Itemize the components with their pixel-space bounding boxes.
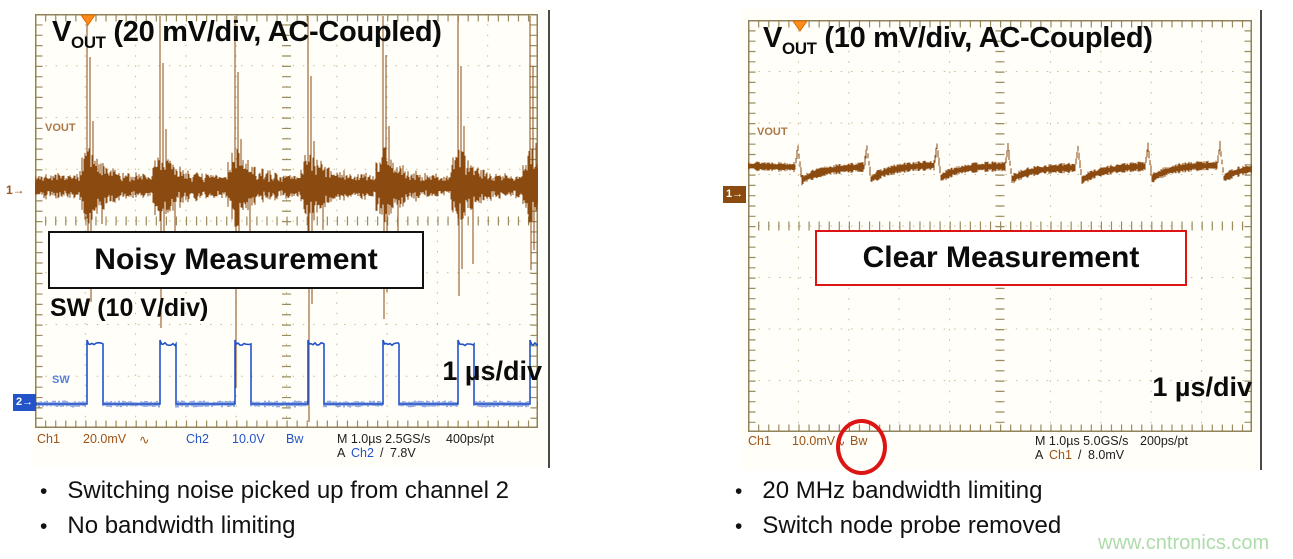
right-vout-trace-label: VOUT — [757, 126, 788, 138]
left-vout-title-rest: (20 mV/div, AC-Coupled) — [105, 16, 442, 48]
left-trigger-level: 7.8V — [390, 446, 416, 460]
left-ch2-scale: 10.0V — [232, 432, 265, 446]
right-ch1-marker: 1→ — [723, 186, 747, 203]
left-bw-indicator: Bw — [286, 432, 304, 446]
right-scope-graticule-plot — [748, 20, 1252, 432]
right-trigger-a: A — [1035, 448, 1044, 462]
left-sw-trace-label: SW — [52, 374, 70, 386]
left-trigger-a: A — [337, 446, 346, 460]
left-ch1-coupling-icon: ∿ — [139, 433, 150, 447]
left-trigger-source: Ch2 — [351, 446, 374, 460]
right-resolution-status: 200ps/pt — [1140, 434, 1188, 448]
right-timebase-status: M 1.0µs 5.0GS/s — [1035, 434, 1129, 448]
right-trigger-level: 8.0mV — [1088, 448, 1125, 462]
right-vout-title-v: V — [763, 22, 783, 54]
left-ch1-label: Ch1 — [37, 432, 60, 446]
left-scope-graticule-plot — [35, 14, 538, 428]
left-scope-border-line — [548, 10, 550, 468]
left-resolution-status: 400ps/pt — [446, 432, 494, 446]
left-ch2-label: Ch2 — [186, 432, 209, 446]
bw-highlight-circle — [836, 419, 887, 475]
right-vout-title-sub: OUT — [782, 38, 817, 58]
right-vout-title: VOUT (10 mV/div, AC-Coupled) — [763, 22, 1153, 59]
left-bullet-1: Switching noise picked up from channel 2 — [40, 477, 509, 505]
left-vout-trace-label: VOUT — [45, 122, 76, 134]
right-bullet-1: 20 MHz bandwidth limiting — [735, 477, 1042, 505]
right-bullet-2: Switch node probe removed — [735, 512, 1061, 540]
left-vout-title-sub: OUT — [71, 32, 106, 52]
right-timebase-label: 1 µs/div — [1152, 372, 1252, 402]
right-trigger-source: Ch1 — [1049, 448, 1072, 462]
left-ch1-marker: 1→ — [6, 183, 25, 197]
right-vout-title-rest: (10 mV/div, AC-Coupled) — [816, 22, 1153, 54]
left-trigger-slope-icon: / — [380, 446, 384, 460]
noisy-measurement-text: Noisy Measurement — [94, 243, 378, 276]
noisy-measurement-callout: Noisy Measurement — [48, 231, 424, 289]
clear-measurement-callout: Clear Measurement — [815, 230, 1187, 286]
clear-measurement-text: Clear Measurement — [862, 241, 1140, 274]
left-bullet-2: No bandwidth limiting — [40, 512, 295, 540]
left-vout-title-v: V — [52, 16, 72, 48]
left-vout-title: VOUT (20 mV/div, AC-Coupled) — [52, 16, 442, 53]
sw-heading: SW (10 V/div) — [50, 294, 209, 322]
left-timebase-status: M 1.0µs 2.5GS/s — [337, 432, 431, 446]
left-timebase-label: 1 µs/div — [442, 356, 542, 386]
right-ch1-label: Ch1 — [748, 434, 771, 448]
right-ch1-scale: 10.0mV — [792, 434, 836, 448]
right-scope-border-line — [1260, 10, 1262, 470]
right-trigger-slope-icon: / — [1078, 448, 1082, 462]
left-ch1-scale: 20.0mV — [83, 432, 127, 446]
watermark: www.cntronics.com — [1098, 532, 1270, 554]
left-ch2-marker: 2→ — [13, 394, 37, 411]
